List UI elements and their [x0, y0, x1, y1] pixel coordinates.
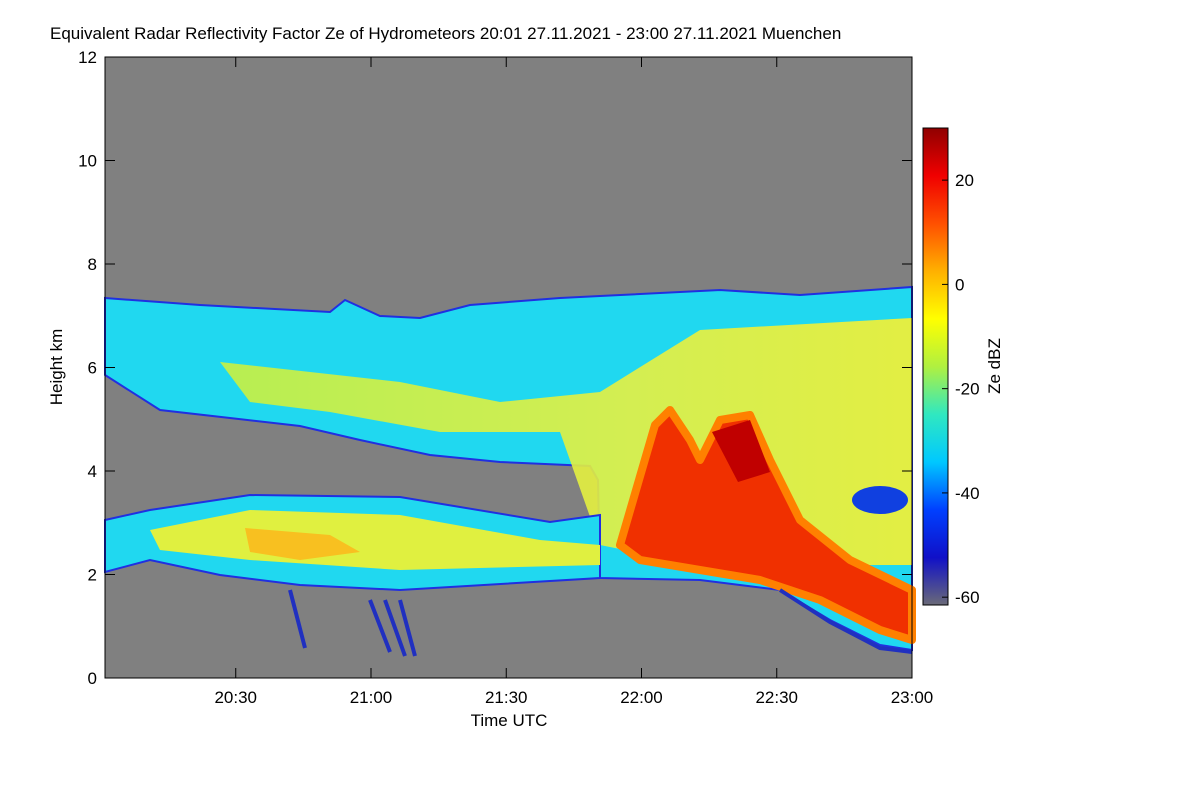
- x-tick-label: 22:00: [620, 688, 663, 707]
- y-tick-label: 10: [78, 152, 97, 171]
- colorbar-tick-label: -60: [955, 588, 980, 607]
- colorbar-tick-label: -20: [955, 380, 980, 399]
- x-tick-label: 21:00: [350, 688, 393, 707]
- colorbar-tick-label: 20: [955, 171, 974, 190]
- colorbar-tick-label: -40: [955, 484, 980, 503]
- y-axis-label: Height km: [47, 329, 66, 406]
- x-tick-label: 22:30: [755, 688, 798, 707]
- x-tick-label: 23:00: [891, 688, 934, 707]
- x-tick-label: 20:30: [214, 688, 257, 707]
- y-tick-label: 0: [88, 669, 97, 688]
- y-tick-label: 4: [88, 462, 97, 481]
- radar-field: [104, 57, 916, 678]
- colorbar: [922, 127, 949, 606]
- y-tick-label: 6: [88, 359, 97, 378]
- chart-title: Equivalent Radar Reflectivity Factor Ze …: [50, 24, 841, 43]
- y-tick-label: 12: [78, 48, 97, 67]
- y-tick-label: 2: [88, 566, 97, 585]
- colorbar-label: Ze dBZ: [985, 338, 1004, 394]
- x-tick-label: 21:30: [485, 688, 528, 707]
- x-axis-label: Time UTC: [471, 711, 548, 730]
- y-tick-label: 8: [88, 255, 97, 274]
- colorbar-tick-label: 0: [955, 275, 964, 294]
